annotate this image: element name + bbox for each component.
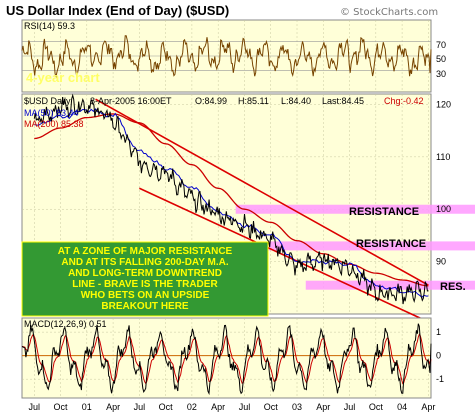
macd-y-ticks: 1 0 -1 bbox=[436, 327, 444, 384]
annotation-line-4: LINE - BRAVE IS THE TRADER bbox=[72, 279, 218, 290]
resistance-label-3: RES. bbox=[440, 281, 466, 293]
x-tick-label: 01 bbox=[82, 402, 92, 412]
annotation-line-3: AND LONG-TERM DOWNTREND bbox=[68, 268, 222, 279]
legend-ma200: MA(200) 85.38 bbox=[24, 119, 84, 129]
x-tick-label: Oct bbox=[369, 402, 384, 412]
legend-ma50: MA(50) 83.44 bbox=[24, 108, 79, 118]
price-grid bbox=[22, 94, 431, 314]
x-tick-label: Jul bbox=[134, 402, 146, 412]
rsi-tick-50: 50 bbox=[436, 54, 446, 64]
trendline bbox=[95, 98, 429, 286]
annotation-line-5: WHO BETS ON AN UPSIDE bbox=[81, 290, 210, 301]
info-open: O:84.99 bbox=[195, 96, 227, 106]
info-last: Last:84.45 bbox=[322, 96, 364, 106]
price-y-tick: 110 bbox=[436, 152, 450, 162]
x-tick-label: 04 bbox=[397, 402, 407, 412]
x-tick-label: Oct bbox=[159, 402, 174, 412]
x-tick-label: Apr bbox=[211, 402, 225, 412]
info-high: H:85.11 bbox=[238, 96, 269, 106]
x-tick-label: Oct bbox=[54, 402, 69, 412]
rsi-series-line bbox=[21, 35, 432, 78]
rsi-tick-30: 30 bbox=[436, 69, 446, 79]
chart-title: US Dollar Index (End of Day) ($USD) bbox=[6, 3, 229, 18]
x-tick-label: Apr bbox=[316, 402, 330, 412]
x-tick-label: Jul bbox=[239, 402, 251, 412]
resistance-band bbox=[244, 241, 475, 251]
macd-y-tick: -1 bbox=[436, 374, 444, 384]
resistance-band bbox=[235, 204, 475, 214]
macd-label: MACD(12,26,9) 0.51 bbox=[24, 319, 107, 329]
x-tick-label: 03 bbox=[292, 402, 302, 412]
annotation-line-6: BREAKOUT HERE bbox=[101, 301, 189, 312]
x-tick-label: Oct bbox=[264, 402, 279, 412]
ma200-line bbox=[34, 113, 429, 287]
x-tick-label: Jul bbox=[29, 402, 41, 412]
price-y-tick: 90 bbox=[436, 257, 446, 267]
info-date: 8-Apr-2005 16:00ET bbox=[90, 96, 172, 106]
copyright-label: © StockCharts.com bbox=[340, 7, 438, 18]
macd-panel: MACD(12,26,9) 0.51 1 0 -1 bbox=[21, 317, 444, 399]
rsi-label: RSI(14) 59.3 bbox=[24, 21, 75, 31]
price-y-tick: 100 bbox=[436, 204, 451, 214]
price-line bbox=[33, 93, 429, 305]
resistance-label-2: RESISTANCE bbox=[356, 238, 426, 250]
trendline bbox=[139, 187, 429, 323]
resistance-bands bbox=[235, 204, 475, 290]
resistance-band bbox=[305, 280, 475, 290]
x-axis: Jul Oct 01 Apr Jul Oct 02 Apr Jul Oct 03 Apr Jul Oct 0… bbox=[29, 402, 436, 412]
macd-y-tick: 0 bbox=[436, 351, 441, 361]
price-y-tick: 120 bbox=[436, 99, 451, 109]
annotation-line-2: AND AT ITS FALLING 200-DAY M.A. bbox=[61, 257, 228, 268]
annotation-line-1: AT A ZONE OF MAJOR RESISTANCE bbox=[58, 246, 233, 257]
macd-line bbox=[21, 323, 432, 396]
macd-y-tick: 1 bbox=[436, 327, 441, 337]
x-tick-label: Jul bbox=[344, 402, 356, 412]
four-year-chart-label: 4-year chart bbox=[26, 70, 100, 85]
info-low: L:84.40 bbox=[281, 96, 311, 106]
rsi-panel: RSI(14) 59.3 70 50 30 4-year chart bbox=[21, 19, 446, 93]
price-panel: 120 110 100 90 $USD Daily 8-Apr-2005 16:00E… bbox=[21, 93, 475, 323]
resistance-label-1: RESISTANCE bbox=[349, 206, 419, 218]
trendlines bbox=[95, 98, 429, 323]
info-symbol: $USD Daily bbox=[24, 96, 71, 106]
x-tick-label: 02 bbox=[187, 402, 197, 412]
x-tick-label: Apr bbox=[106, 402, 120, 412]
price-y-ticks: 120 110 100 90 bbox=[436, 99, 451, 266]
rsi-tick-70: 70 bbox=[436, 40, 446, 50]
x-tick-label: Apr bbox=[421, 402, 435, 412]
annotation-box bbox=[21, 241, 269, 317]
info-change: Chg:-0.42 bbox=[384, 96, 424, 106]
